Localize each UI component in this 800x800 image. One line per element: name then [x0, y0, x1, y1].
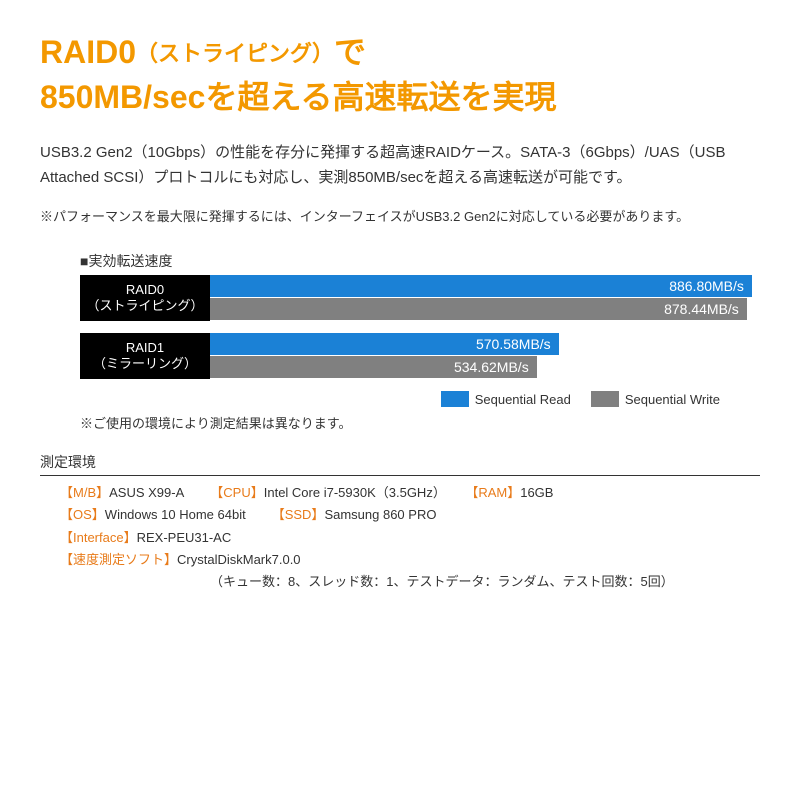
chart-section: ■実効転送速度 RAID0（ストライピング）886.80MB/s878.44MB…	[80, 251, 760, 379]
bar-write-value: 534.62MB/s	[210, 356, 537, 378]
env-params: （キュー数：8、スレッド数：1、テストデータ：ランダム、テスト回数：5回）	[60, 571, 760, 593]
performance-note: ※パフォーマンスを最大限に発揮するには、インターフェイスがUSB3.2 Gen2…	[40, 207, 760, 228]
env-value: Samsung 860 PRO	[324, 507, 436, 522]
env-key: 【Interface】	[60, 530, 137, 545]
bar-read-value: 570.58MB/s	[210, 333, 559, 355]
env-key: 【RAM】	[472, 485, 520, 500]
chart-row-label: RAID0（ストライピング）	[80, 275, 210, 321]
env-value: ASUS X99-A	[109, 485, 184, 500]
legend-write-swatch	[591, 391, 619, 407]
bar-write-value: 878.44MB/s	[210, 298, 747, 320]
chart-bars: 570.58MB/s534.62MB/s	[210, 333, 760, 379]
bar-write: 534.62MB/s	[210, 356, 760, 378]
bar-read-value: 886.80MB/s	[210, 275, 752, 297]
chart-legend: Sequential Read Sequential Write	[40, 391, 720, 407]
legend-read-swatch	[441, 391, 469, 407]
env-line: 【M/B】ASUS X99-A 【CPU】Intel Core i7-5930K（…	[60, 482, 760, 504]
chart-row: RAID0（ストライピング）886.80MB/s878.44MB/s	[80, 275, 760, 321]
env-value: Intel Core i7-5930K（3.5GHz）	[264, 485, 446, 500]
chart-bars: 886.80MB/s878.44MB/s	[210, 275, 760, 321]
chart-row: RAID1（ミラーリング）570.58MB/s534.62MB/s	[80, 333, 760, 379]
headline-striping: （ストライピング）	[136, 41, 334, 66]
body-paragraph: USB3.2 Gen2（10Gbps）の性能を存分に発揮する超高速RAIDケース…	[40, 140, 760, 191]
env-value: CrystalDiskMark7.0.0	[177, 552, 301, 567]
bar-read: 570.58MB/s	[210, 333, 760, 355]
env-key: 【OS】	[60, 507, 105, 522]
env-value: REX-PEU31-AC	[137, 530, 232, 545]
legend-read-label: Sequential Read	[475, 392, 571, 407]
bar-write: 878.44MB/s	[210, 298, 760, 320]
env-title: 測定環境	[40, 452, 760, 476]
bar-read: 886.80MB/s	[210, 275, 760, 297]
env-line: 【OS】Windows 10 Home 64bit 【SSD】Samsung 86…	[60, 504, 760, 526]
env-value: Windows 10 Home 64bit	[105, 507, 246, 522]
legend-read: Sequential Read	[441, 391, 571, 407]
env-line: 【Interface】REX-PEU31-AC	[60, 527, 760, 549]
chart-row-label: RAID1（ミラーリング）	[80, 333, 210, 379]
env-line: 【速度測定ソフト】CrystalDiskMark7.0.0	[60, 549, 760, 571]
env-key: 【M/B】	[60, 485, 109, 500]
env-key: 【SSD】	[272, 507, 325, 522]
headline-de: で	[334, 34, 366, 70]
env-value: 16GB	[520, 485, 553, 500]
env-key: 【速度測定ソフト】	[60, 552, 177, 567]
env-box: 【M/B】ASUS X99-A 【CPU】Intel Core i7-5930K（…	[40, 482, 760, 592]
chart-note: ※ご使用の環境により測定結果は異なります。	[80, 413, 760, 432]
chart-title: ■実効転送速度	[80, 251, 760, 271]
legend-write-label: Sequential Write	[625, 392, 720, 407]
legend-write: Sequential Write	[591, 391, 720, 407]
headline-line2: 850MB/secを超える高速転送を実現	[40, 79, 556, 115]
headline-raid0: RAID0	[40, 34, 136, 70]
headline: RAID0（ストライピング）で 850MB/secを超える高速転送を実現	[40, 30, 760, 120]
env-key: 【CPU】	[210, 485, 263, 500]
